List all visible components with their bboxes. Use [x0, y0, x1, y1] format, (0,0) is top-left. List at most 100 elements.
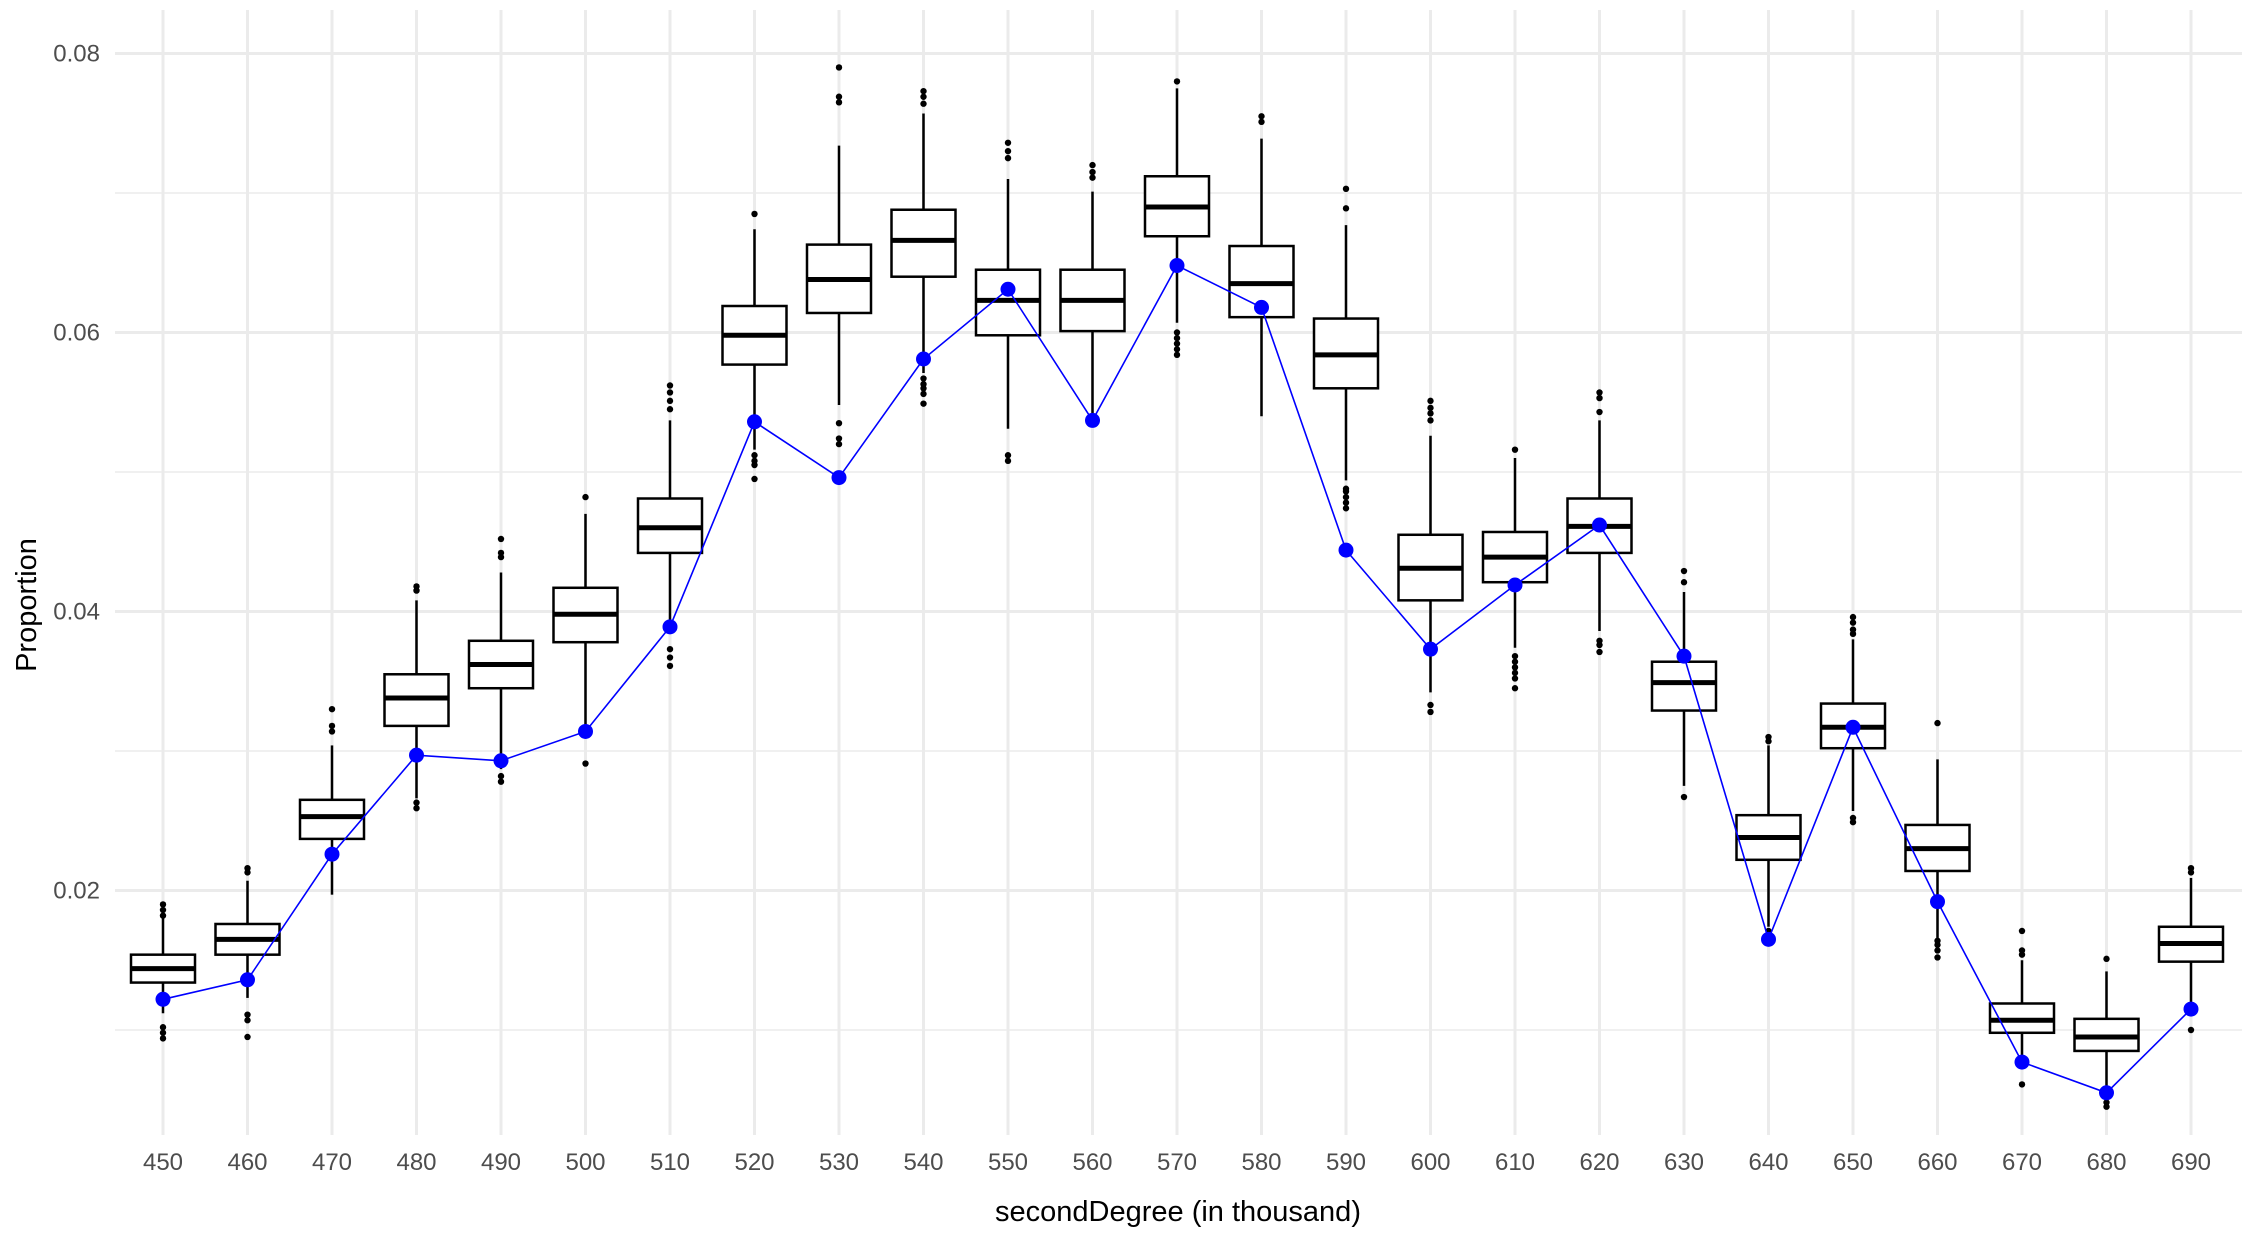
outlier-point	[1342, 485, 1350, 492]
outlier-point	[1173, 329, 1181, 336]
outlier-point	[413, 804, 420, 812]
observed-point	[916, 351, 931, 367]
outlier-point	[159, 912, 167, 919]
x-tick-label: 630	[1664, 1149, 1704, 1176]
outlier-point	[1427, 404, 1434, 412]
x-tick-label: 660	[1917, 1149, 1957, 1176]
outlier-point	[1173, 334, 1181, 342]
box-530	[805, 64, 873, 448]
outlier-point	[1173, 351, 1181, 359]
outlier-point	[1173, 78, 1181, 85]
outlier-point	[666, 645, 674, 653]
outlier-point	[1511, 675, 1519, 682]
outlier-point	[1680, 793, 1688, 801]
box-650	[1819, 613, 1887, 826]
x-tick-label: 690	[2171, 1149, 2211, 1176]
outlier-point	[497, 772, 505, 780]
box-660	[1904, 719, 1971, 961]
outlier-point	[1427, 397, 1434, 405]
box-500	[552, 493, 619, 767]
outlier-point	[159, 1024, 167, 1031]
outlier-point	[1934, 719, 1941, 727]
outlier-point	[1934, 954, 1941, 961]
x-tick-label: 670	[2002, 1149, 2042, 1176]
outlier-point	[1342, 499, 1350, 506]
observed-point	[662, 619, 678, 635]
outlier-point	[2103, 955, 2110, 963]
x-tick-label: 610	[1495, 1149, 1535, 1176]
outlier-point	[1511, 669, 1519, 677]
outlier-point	[244, 1011, 251, 1018]
y-tick-label: 0.08	[53, 41, 100, 68]
x-tick-label: 540	[903, 1149, 943, 1176]
x-tick-label: 650	[1833, 1149, 1873, 1176]
observed-point	[324, 846, 340, 862]
outlier-point	[1089, 168, 1096, 176]
outlier-point	[1511, 664, 1519, 671]
observed-point	[1423, 641, 1438, 657]
outlier-point	[1342, 493, 1350, 501]
outlier-point	[1004, 147, 1012, 155]
outlier-point	[666, 406, 674, 413]
outlier-point	[244, 1017, 251, 1024]
outlier-point	[1258, 113, 1265, 120]
outlier-point	[1849, 613, 1857, 621]
outlier-point	[1004, 452, 1012, 459]
outlier-point	[1427, 410, 1434, 417]
observed-point	[493, 753, 509, 769]
observed-point	[1338, 542, 1354, 558]
observed-point	[1761, 931, 1776, 947]
y-tick-label: 0.06	[53, 320, 100, 347]
outlier-point	[835, 99, 843, 106]
box-450	[129, 901, 197, 1042]
outlier-point	[920, 375, 927, 382]
observed-point	[2099, 1085, 2114, 1101]
observed-point	[1507, 577, 1523, 593]
outlier-point	[1427, 701, 1434, 709]
x-tick-label: 480	[396, 1149, 436, 1176]
outlier-point	[751, 475, 758, 483]
observed-point	[1845, 719, 1861, 735]
outlier-point	[1511, 658, 1519, 665]
outlier-point	[666, 382, 674, 389]
box-680	[2073, 955, 2140, 1110]
outlier-point	[1511, 685, 1519, 692]
y-axis-ticks: 0.02 0.04 0.06 0.08	[53, 41, 100, 905]
x-tick-label: 470	[312, 1149, 352, 1176]
outlier-point	[1596, 637, 1603, 644]
outlier-point	[328, 728, 336, 735]
y-tick-label: 0.02	[53, 878, 100, 905]
x-axis-title: secondDegree (in thousand)	[995, 1196, 1361, 1228]
box-570	[1143, 78, 1211, 359]
outlier-point	[1934, 947, 1941, 954]
observed-point	[1085, 412, 1100, 428]
outlier-point	[835, 419, 843, 427]
outlier-point	[582, 760, 589, 767]
outlier-point	[920, 390, 927, 398]
outlier-point	[413, 799, 420, 806]
box-480	[383, 583, 450, 812]
x-tick-label: 550	[988, 1149, 1028, 1176]
x-tick-label: 520	[734, 1149, 774, 1176]
outlier-point	[1849, 814, 1857, 822]
observed-point	[1000, 281, 1016, 297]
observed-point	[578, 723, 593, 739]
outlier-point	[835, 435, 843, 442]
outlier-point	[1004, 457, 1012, 465]
outlier-point	[920, 400, 927, 407]
outlier-point	[751, 210, 758, 218]
outlier-point	[159, 1029, 167, 1036]
observed-point	[747, 414, 762, 430]
outlier-point	[920, 380, 927, 388]
outlier-point	[2187, 1026, 2195, 1034]
box-560	[1059, 161, 1126, 426]
outlier-point	[751, 457, 758, 465]
box-490	[467, 535, 535, 785]
outlier-point	[666, 654, 674, 661]
outlier-point	[1089, 174, 1096, 181]
observed-point	[1930, 894, 1945, 910]
observed-point	[240, 972, 255, 988]
observed-series	[155, 258, 2199, 1101]
x-tick-label: 570	[1157, 1149, 1197, 1176]
